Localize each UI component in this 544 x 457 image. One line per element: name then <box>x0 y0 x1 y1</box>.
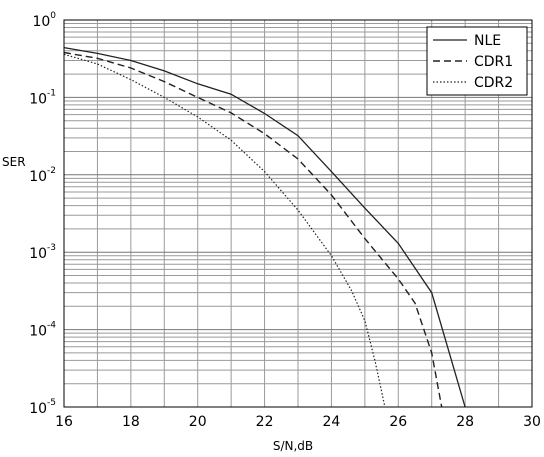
x-tick-label: 28 <box>456 414 474 430</box>
legend-label-nle: NLE <box>474 33 501 49</box>
data-series <box>63 46 466 408</box>
x-tick-label: 22 <box>256 414 274 430</box>
y-axis-label: SER <box>2 155 26 169</box>
legend-box <box>426 26 528 96</box>
legend: NLE CDR1 CDR2 <box>426 26 528 96</box>
series-line-cdr2 <box>63 53 386 408</box>
plot-frame <box>63 19 533 408</box>
series-line-cdr1 <box>63 51 443 408</box>
x-tick-label: 18 <box>122 414 140 430</box>
grid-lines <box>64 20 532 407</box>
x-tick-label: 24 <box>323 414 341 430</box>
x-axis-label: S/N,dB <box>273 439 313 453</box>
legend-label-cdr1: CDR1 <box>474 54 513 70</box>
x-tick-label: 16 <box>55 414 73 430</box>
series-line-nle <box>63 46 466 408</box>
x-tick-label: 20 <box>189 414 207 430</box>
x-tick-label: 30 <box>523 414 541 430</box>
x-tick-label: 26 <box>389 414 407 430</box>
x-tick-labels: 16 18 20 22 24 26 28 30 <box>55 414 541 430</box>
legend-label-cdr2: CDR2 <box>474 75 513 91</box>
